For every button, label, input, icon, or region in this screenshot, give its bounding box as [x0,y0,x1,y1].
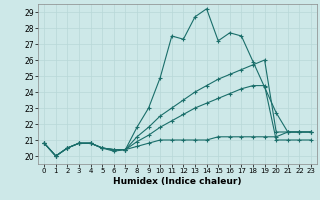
X-axis label: Humidex (Indice chaleur): Humidex (Indice chaleur) [113,177,242,186]
